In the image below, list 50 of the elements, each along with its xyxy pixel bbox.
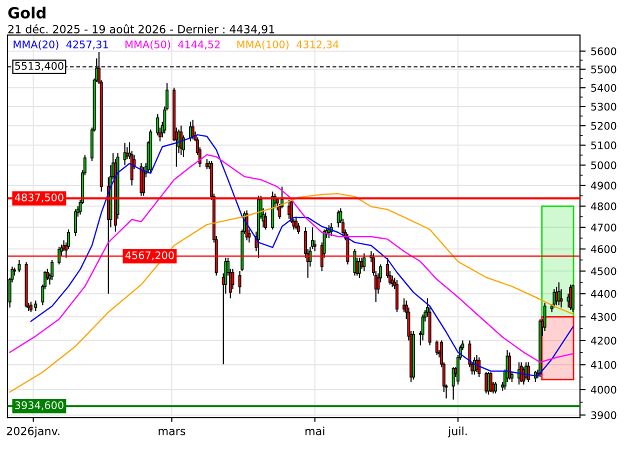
candlestick — [526, 362, 530, 383]
y-tick-label: 4600 — [590, 245, 616, 254]
text: MMA(20) 4257,31 — [14, 40, 108, 50]
candlestick — [552, 288, 556, 308]
y-tick-label: 4400 — [590, 290, 616, 298]
y-tick-label: 4000 — [590, 386, 616, 394]
y-tick-label: 3900 — [591, 411, 616, 420]
x-tick-label: mai — [306, 426, 324, 436]
candlestick — [557, 282, 560, 306]
y-tick-label: 4200 — [590, 336, 616, 345]
line-series — [9, 193, 574, 393]
chart-title: Gold — [8, 6, 46, 19]
y-tick-label: 4300 — [590, 313, 616, 321]
x-tick-label: mars — [158, 428, 186, 436]
y-tick-label: 5400 — [591, 84, 616, 92]
candlestick — [390, 275, 394, 288]
candlestick — [191, 119, 194, 140]
line-series — [9, 154, 574, 363]
candlestick — [571, 284, 574, 313]
candlestick — [421, 314, 424, 342]
x-tick-label: 2026janv. — [6, 426, 60, 438]
y-tick-label: 4100 — [590, 360, 616, 369]
y-tick-label: 5000 — [591, 161, 616, 170]
candlestick — [238, 270, 242, 294]
y-tick-label: 4900 — [590, 182, 616, 190]
candlestick — [358, 257, 361, 278]
candlestick — [508, 352, 512, 380]
y-tick-label: 4700 — [590, 224, 616, 232]
y-tick-label: 5200 — [591, 122, 616, 130]
candlestick — [543, 302, 546, 332]
x-tick-label: juil. — [448, 426, 467, 438]
ref-line-label: 4837,500 — [14, 193, 64, 202]
y-tick-label: 5300 — [591, 102, 616, 111]
y-tick-label: 4800 — [590, 202, 616, 210]
candlestick — [74, 208, 78, 237]
ref-line-label: 5513,400 — [15, 62, 64, 71]
ref-line-label: 4567,200 — [125, 251, 174, 260]
chart-subtitle: 21 déc. 2025 - 19 août 2026 - Dernier : 4434,91 — [8, 24, 274, 34]
candlestick — [494, 381, 498, 394]
y-tick-label: 5100 — [591, 141, 616, 150]
y-tick-label: 5600 — [591, 47, 616, 56]
y-tick-label: 4500 — [590, 267, 616, 276]
candlestick — [362, 252, 366, 272]
ref-line-label: 3934,600 — [15, 401, 64, 410]
text: MMA(100) 4312,34 — [237, 40, 339, 50]
candlestick — [294, 216, 298, 230]
candlestick — [58, 246, 61, 265]
y-tick-label: 5500 — [591, 65, 616, 74]
candlestick — [264, 212, 268, 230]
text: MMA(50) 4144,52 — [126, 40, 220, 50]
